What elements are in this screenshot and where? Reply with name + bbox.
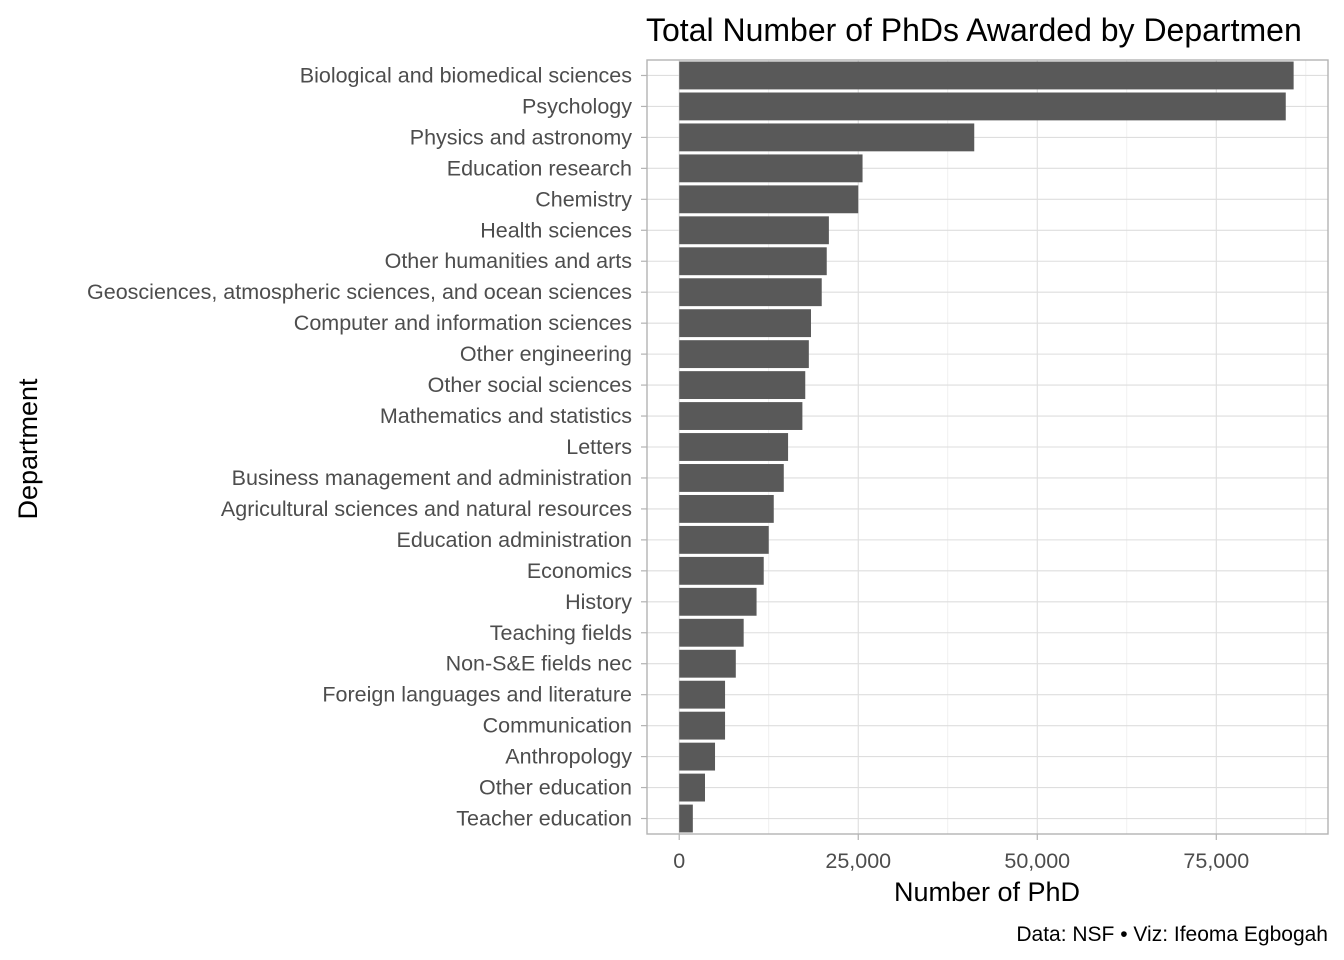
y-tick-label: Non-S&E fields nec [446, 652, 633, 676]
y-tick-label: Other education [479, 776, 632, 800]
bars [679, 61, 1294, 833]
bar [679, 247, 827, 276]
bar [679, 371, 806, 400]
bar [679, 711, 726, 740]
bar [679, 216, 829, 245]
bar [679, 804, 693, 833]
bar [679, 433, 789, 461]
bar [679, 773, 706, 802]
x-axis-title: Number of PhD [894, 877, 1080, 907]
y-tick-label: Computer and information sciences [294, 311, 632, 335]
y-tick-label: Teaching fields [490, 621, 632, 645]
y-tick-label: Economics [527, 559, 632, 583]
y-tick-label: Anthropology [505, 745, 632, 769]
bar [679, 464, 784, 492]
bar [679, 680, 726, 709]
y-axis-title: Department [13, 378, 43, 520]
y-tick-label: Letters [566, 435, 632, 459]
y-tick-label: Business management and administration [232, 466, 632, 490]
bar [679, 340, 809, 369]
x-axis: 0 25,000 50,000 75,000 [673, 834, 1249, 873]
y-tick-label: Communication [483, 714, 632, 738]
y-tick-label: Education research [447, 156, 632, 180]
y-tick-label: Other humanities and arts [385, 249, 632, 273]
bar [679, 309, 811, 338]
bar [679, 525, 769, 554]
chart-title: Total Number of PhDs Awarded by Departme… [646, 12, 1302, 48]
y-tick-label: Psychology [522, 94, 632, 118]
y-tick-label: Physics and astronomy [410, 125, 633, 149]
x-tick-label: 75,000 [1183, 849, 1249, 873]
bar [679, 92, 1286, 121]
bar [679, 556, 764, 585]
bar [679, 278, 822, 307]
bar [679, 649, 736, 678]
bar [679, 587, 757, 616]
y-tick-label: Other engineering [460, 342, 632, 366]
y-tick-label: Biological and biomedical sciences [300, 63, 632, 87]
y-tick-label: Teacher education [456, 807, 632, 831]
y-tick-label: Education administration [397, 528, 632, 552]
bar [679, 185, 859, 214]
y-tick-label: History [565, 590, 632, 614]
y-tick-label: Chemistry [535, 187, 632, 211]
chart-caption: Data: NSF • Viz: Ifeoma Egbogah [1016, 923, 1328, 946]
y-axis: Biological and biomedical sciences Psycho… [87, 63, 647, 831]
y-tick-label: Agricultural sciences and natural resour… [221, 497, 632, 521]
bar [679, 123, 975, 152]
bar [679, 402, 803, 430]
y-tick-label: Health sciences [480, 218, 632, 242]
x-tick-label: 0 [673, 849, 685, 873]
bar [679, 618, 744, 647]
x-tick-label: 25,000 [825, 849, 891, 873]
bar [679, 154, 863, 183]
bar [679, 61, 1294, 90]
y-tick-label: Foreign languages and literature [322, 683, 632, 707]
y-tick-label: Mathematics and statistics [380, 404, 632, 428]
bar [679, 494, 774, 523]
y-tick-label: Other social sciences [428, 373, 632, 397]
x-tick-label: 50,000 [1004, 849, 1070, 873]
y-tick-label: Geosciences, atmospheric sciences, and o… [87, 280, 632, 304]
bar [679, 742, 716, 771]
